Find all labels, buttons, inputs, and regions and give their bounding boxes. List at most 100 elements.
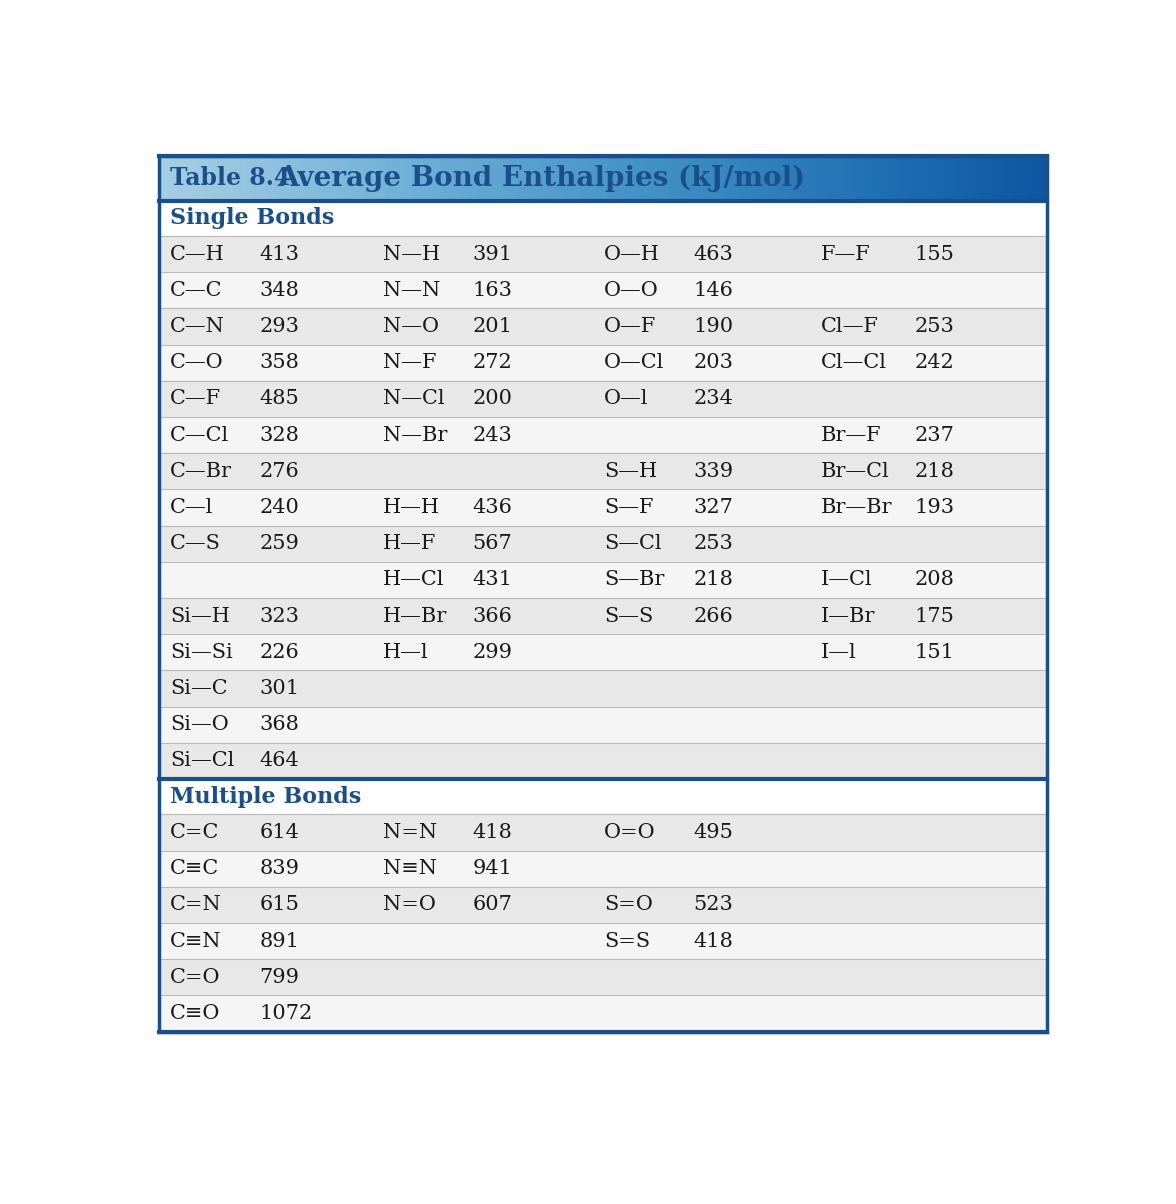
Text: 276: 276 bbox=[260, 462, 299, 480]
Text: 242: 242 bbox=[914, 353, 954, 372]
Text: H—Cl: H—Cl bbox=[383, 571, 445, 590]
Text: N—H: N—H bbox=[383, 244, 441, 264]
Text: 253: 253 bbox=[914, 317, 954, 336]
Text: 201: 201 bbox=[473, 317, 513, 336]
Text: O—l: O—l bbox=[604, 389, 649, 408]
Text: O—F: O—F bbox=[604, 317, 656, 336]
Bar bbox=[159, 308, 1047, 344]
Text: C—Cl: C—Cl bbox=[171, 426, 229, 444]
Text: S—S: S—S bbox=[604, 607, 654, 626]
Text: 208: 208 bbox=[914, 571, 954, 590]
Bar bbox=[159, 671, 1047, 707]
Bar bbox=[159, 272, 1047, 308]
Text: H—l: H—l bbox=[383, 643, 429, 662]
Text: I—Br: I—Br bbox=[821, 607, 876, 626]
Text: C=O: C=O bbox=[171, 968, 221, 987]
Bar bbox=[159, 635, 1047, 671]
Text: O=O: O=O bbox=[604, 824, 656, 842]
Bar bbox=[159, 850, 1047, 887]
Text: 266: 266 bbox=[694, 607, 733, 626]
Text: Si—Si: Si—Si bbox=[171, 643, 233, 662]
Text: 200: 200 bbox=[473, 389, 513, 408]
Text: 259: 259 bbox=[260, 535, 299, 553]
Text: 226: 226 bbox=[260, 643, 299, 662]
Text: 151: 151 bbox=[914, 643, 954, 662]
Text: C—H: C—H bbox=[171, 244, 225, 264]
Bar bbox=[159, 707, 1047, 743]
Text: C≡C: C≡C bbox=[171, 860, 220, 878]
Text: C≡N: C≡N bbox=[171, 932, 222, 950]
Text: 272: 272 bbox=[473, 353, 513, 372]
Bar bbox=[159, 236, 1047, 272]
Text: 431: 431 bbox=[473, 571, 513, 590]
Text: 463: 463 bbox=[694, 244, 734, 264]
Text: C—C: C—C bbox=[171, 281, 222, 300]
Text: Br—Cl: Br—Cl bbox=[821, 462, 890, 480]
Bar bbox=[159, 201, 1047, 236]
Bar bbox=[159, 380, 1047, 417]
Bar bbox=[159, 887, 1047, 923]
Text: Br—Br: Br—Br bbox=[821, 498, 893, 517]
Text: Table 8.4: Table 8.4 bbox=[171, 166, 315, 190]
Text: C—N: C—N bbox=[171, 317, 225, 336]
Text: 464: 464 bbox=[260, 751, 299, 771]
Text: O—Cl: O—Cl bbox=[604, 353, 664, 372]
Text: 391: 391 bbox=[473, 244, 513, 264]
Bar bbox=[159, 1032, 1047, 1060]
Text: I—l: I—l bbox=[821, 643, 857, 662]
Text: C—l: C—l bbox=[171, 498, 214, 517]
Text: 799: 799 bbox=[260, 968, 300, 987]
Text: C—S: C—S bbox=[171, 535, 221, 553]
Text: 523: 523 bbox=[694, 896, 734, 914]
Bar bbox=[159, 490, 1047, 526]
Bar bbox=[159, 779, 1047, 814]
Text: 193: 193 bbox=[914, 498, 955, 517]
Text: Average Bond Enthalpies (kJ/mol): Average Bond Enthalpies (kJ/mol) bbox=[278, 165, 806, 193]
Text: Si—O: Si—O bbox=[171, 715, 229, 734]
Text: C—Br: C—Br bbox=[171, 462, 232, 480]
Text: S—F: S—F bbox=[604, 498, 654, 517]
Text: 155: 155 bbox=[914, 244, 954, 264]
Text: H—H: H—H bbox=[383, 498, 440, 517]
Text: 495: 495 bbox=[694, 824, 734, 842]
Text: I—Cl: I—Cl bbox=[821, 571, 873, 590]
Text: 163: 163 bbox=[473, 281, 513, 300]
Text: N—F: N—F bbox=[383, 353, 436, 372]
Text: 839: 839 bbox=[260, 860, 300, 878]
Text: C—O: C—O bbox=[171, 353, 223, 372]
Bar bbox=[159, 996, 1047, 1032]
Text: 243: 243 bbox=[473, 426, 513, 444]
Text: N=N: N=N bbox=[383, 824, 437, 842]
Text: N—Br: N—Br bbox=[383, 426, 448, 444]
Text: 327: 327 bbox=[694, 498, 734, 517]
Text: 614: 614 bbox=[260, 824, 299, 842]
Text: 218: 218 bbox=[914, 462, 954, 480]
Bar bbox=[159, 743, 1047, 779]
Text: 203: 203 bbox=[694, 353, 734, 372]
Text: 240: 240 bbox=[260, 498, 299, 517]
Text: 941: 941 bbox=[473, 860, 513, 878]
Text: Si—H: Si—H bbox=[171, 607, 230, 626]
Text: Cl—Cl: Cl—Cl bbox=[821, 353, 887, 372]
Text: 368: 368 bbox=[260, 715, 299, 734]
Text: C=C: C=C bbox=[171, 824, 220, 842]
Text: Br—F: Br—F bbox=[821, 426, 882, 444]
Text: 218: 218 bbox=[694, 571, 734, 590]
Text: Si—C: Si—C bbox=[171, 679, 228, 698]
Text: Multiple Bonds: Multiple Bonds bbox=[171, 786, 361, 808]
Text: 299: 299 bbox=[473, 643, 513, 662]
Text: 891: 891 bbox=[260, 932, 300, 950]
Text: H—Br: H—Br bbox=[383, 607, 448, 626]
Text: S—H: S—H bbox=[604, 462, 657, 480]
Bar bbox=[159, 923, 1047, 960]
Text: 358: 358 bbox=[260, 353, 299, 372]
Text: S=O: S=O bbox=[604, 896, 653, 914]
Text: 607: 607 bbox=[473, 896, 513, 914]
Text: 339: 339 bbox=[694, 462, 734, 480]
Bar bbox=[159, 417, 1047, 453]
Text: 328: 328 bbox=[260, 426, 299, 444]
Text: 175: 175 bbox=[914, 607, 954, 626]
Text: 146: 146 bbox=[694, 281, 734, 300]
Text: N—Cl: N—Cl bbox=[383, 389, 445, 408]
Bar bbox=[159, 598, 1047, 635]
